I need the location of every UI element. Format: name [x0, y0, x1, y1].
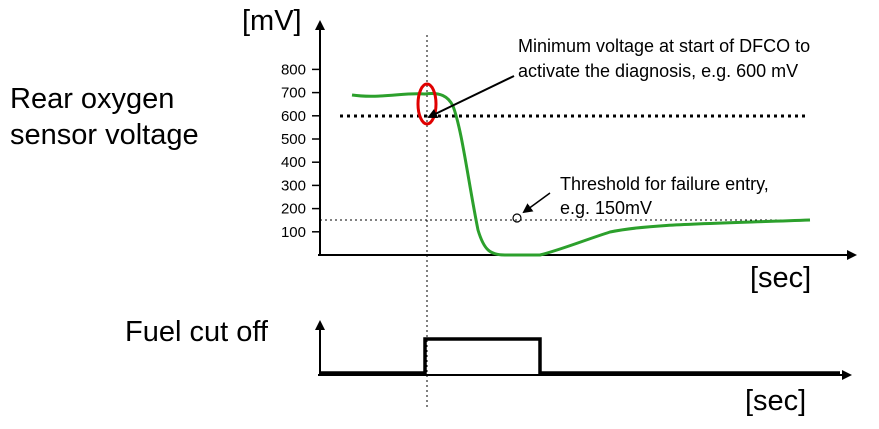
y-tick-label: 700 — [281, 85, 306, 102]
y-tick-label: 200 — [281, 201, 306, 218]
annotation: Minimum voltage at start of DFCO to — [518, 36, 810, 56]
annotation: Threshold for failure entry, — [560, 174, 769, 194]
y-tick-label: 600 — [281, 108, 306, 125]
y-tick-label: 300 — [281, 177, 306, 194]
y-axis-label: sensor voltage — [10, 119, 199, 151]
y-ticks: 100 200 300 400 500 600 700 800 — [281, 61, 320, 241]
highlight-ellipse — [416, 82, 438, 126]
annotation: activate the diagnosis, e.g. 600 mV — [518, 61, 798, 81]
y-tick-label: 100 — [281, 224, 306, 241]
voltage-curve — [351, 92, 811, 257]
annotation-arrow — [427, 75, 515, 119]
threshold-point — [512, 213, 522, 223]
annotation: e.g. 150mV — [560, 198, 652, 218]
lower-label: Fuel cut off — [125, 316, 269, 348]
y-axis-unit: [mV] — [242, 5, 302, 37]
y-tick-label: 400 — [281, 154, 306, 171]
x-axis-unit: [sec] — [745, 385, 806, 417]
x-axis-unit: [sec] — [750, 262, 811, 294]
y-tick-label: 500 — [281, 131, 306, 148]
annotation-arrow — [522, 192, 551, 214]
fuel-cut-signal — [320, 337, 840, 375]
y-axis-label: Rear oxygen — [10, 83, 174, 115]
y-tick-label: 800 — [281, 61, 306, 78]
